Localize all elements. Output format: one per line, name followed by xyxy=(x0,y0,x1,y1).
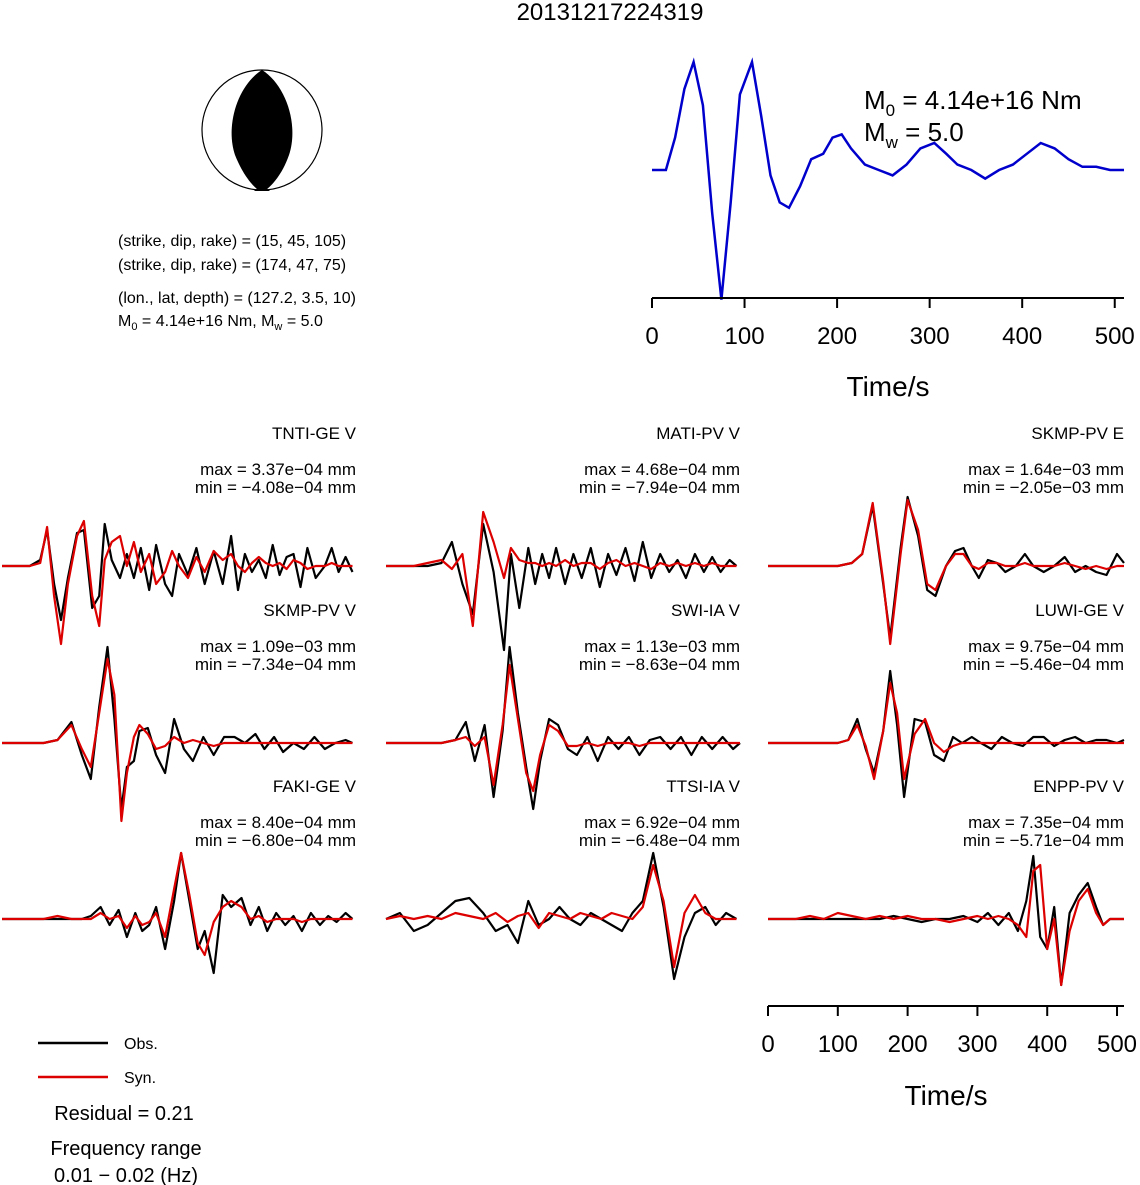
stf-m0-label: M0 = 4.14e+16 Nm xyxy=(864,85,1082,120)
max-amplitude: max = 1.13e−03 mm xyxy=(584,637,740,656)
tick-label: 400 xyxy=(1027,1031,1067,1058)
station-title: SKMP-PV V xyxy=(263,601,356,620)
min-amplitude: min = −6.48e−04 mm xyxy=(579,831,740,850)
max-amplitude: max = 9.75e−04 mm xyxy=(968,637,1124,656)
max-amplitude: max = 6.92e−04 mm xyxy=(584,813,740,832)
tick-label: 0 xyxy=(645,323,658,350)
synthetic-waveform xyxy=(2,657,353,823)
station-title: SKMP-PV E xyxy=(1031,424,1124,443)
station-title: MATI-PV V xyxy=(656,424,740,443)
tick-label: 400 xyxy=(1002,323,1042,350)
tick-label: 300 xyxy=(910,323,950,350)
synthetic-waveform xyxy=(386,510,737,628)
synthetic-waveform xyxy=(2,851,353,957)
min-amplitude: min = −4.08e−04 mm xyxy=(195,478,356,497)
residual-label: Residual = 0.21 xyxy=(54,1103,194,1125)
tick-label: 500 xyxy=(1097,1031,1137,1058)
beachball-compressional-lobe xyxy=(231,70,293,190)
synthetic-waveform xyxy=(768,863,1124,987)
stf-x-axis-label: Time/s xyxy=(847,371,930,402)
synthetic-waveform xyxy=(385,863,737,969)
tick-label: 200 xyxy=(817,323,857,350)
max-amplitude: max = 8.40e−04 mm xyxy=(200,813,356,832)
station-title: LUWI-GE V xyxy=(1035,601,1124,620)
min-amplitude: min = −7.94e−04 mm xyxy=(579,478,740,497)
station-title: ENPP-PV V xyxy=(1033,777,1124,796)
synthetic-waveform xyxy=(768,498,1124,646)
tick-label: 0 xyxy=(761,1031,774,1058)
figure-title: 20131217224319 xyxy=(517,0,704,26)
frequency-range-title: Frequency range xyxy=(50,1138,201,1160)
synthetic-waveform xyxy=(2,519,353,646)
stf-x-ticks: 0 100 200 300 400 500 xyxy=(645,298,1135,350)
synthetic-waveform xyxy=(768,681,1124,781)
focal-mechanism-beachball xyxy=(201,69,323,191)
min-amplitude: min = −7.34e−04 mm xyxy=(195,655,356,674)
min-amplitude: min = −2.05e−03 mm xyxy=(963,478,1124,497)
waveform-x-ticks: 0 100 200 300 400 500 xyxy=(761,1006,1137,1058)
tick-label: 100 xyxy=(725,323,765,350)
station-title: SWI-IA V xyxy=(671,601,741,620)
moment-summary: M0 = 4.14e+16 Nm, Mw = 5.0 xyxy=(118,313,323,333)
min-amplitude: min = −8.63e−04 mm xyxy=(579,655,740,674)
observed-waveform xyxy=(385,851,738,981)
min-amplitude: min = −6.80e−04 mm xyxy=(195,831,356,850)
legend-obs-label: Obs. xyxy=(124,1036,158,1053)
station-title: TNTI-GE V xyxy=(272,424,357,443)
stf-series-line xyxy=(652,57,1124,300)
nodal-plane-1: (strike, dip, rake) = (15, 45, 105) xyxy=(118,233,346,250)
observed-waveform xyxy=(386,522,738,652)
max-amplitude: max = 1.09e−03 mm xyxy=(200,637,356,656)
legend-syn-label: Syn. xyxy=(124,1070,156,1087)
location-depth: (lon., lat, depth) = (127.2, 3.5, 10) xyxy=(118,290,356,307)
waveform-time-axis: 0 100 200 300 400 500 Time/s xyxy=(761,1005,1137,1111)
waveform-x-axis-label: Time/s xyxy=(905,1080,988,1111)
mechanism-info: (strike, dip, rake) = (15, 45, 105) (str… xyxy=(118,233,356,333)
min-amplitude: min = −5.46e−04 mm xyxy=(963,655,1124,674)
max-amplitude: max = 3.37e−04 mm xyxy=(200,460,356,479)
tick-label: 300 xyxy=(957,1031,997,1058)
tick-label: 500 xyxy=(1095,323,1135,350)
tick-label: 100 xyxy=(818,1031,858,1058)
observed-waveform xyxy=(768,854,1124,987)
legend: Obs. Syn. Residual = 0.21 Frequency rang… xyxy=(38,1036,202,1185)
min-amplitude: min = −5.71e−04 mm xyxy=(963,831,1124,850)
stf-mw-label: Mw = 5.0 xyxy=(864,117,964,152)
source-time-function-panel: M0 = 4.14e+16 Nm Mw = 5.0 0 100 200 300 400 5… xyxy=(645,57,1135,402)
max-amplitude: max = 4.68e−04 mm xyxy=(584,460,740,479)
tick-label: 200 xyxy=(888,1031,928,1058)
max-amplitude: max = 1.64e−03 mm xyxy=(968,460,1124,479)
synthetic-waveform xyxy=(386,663,740,793)
station-title: FAKI-GE V xyxy=(273,777,357,796)
frequency-range-value: 0.01 − 0.02 (Hz) xyxy=(54,1165,198,1185)
nodal-plane-2: (strike, dip, rake) = (174, 47, 75) xyxy=(118,257,346,274)
max-amplitude: max = 7.35e−04 mm xyxy=(968,813,1124,832)
beachball-small-lobe xyxy=(254,185,270,191)
station-title: TTSI-IA V xyxy=(666,777,740,796)
